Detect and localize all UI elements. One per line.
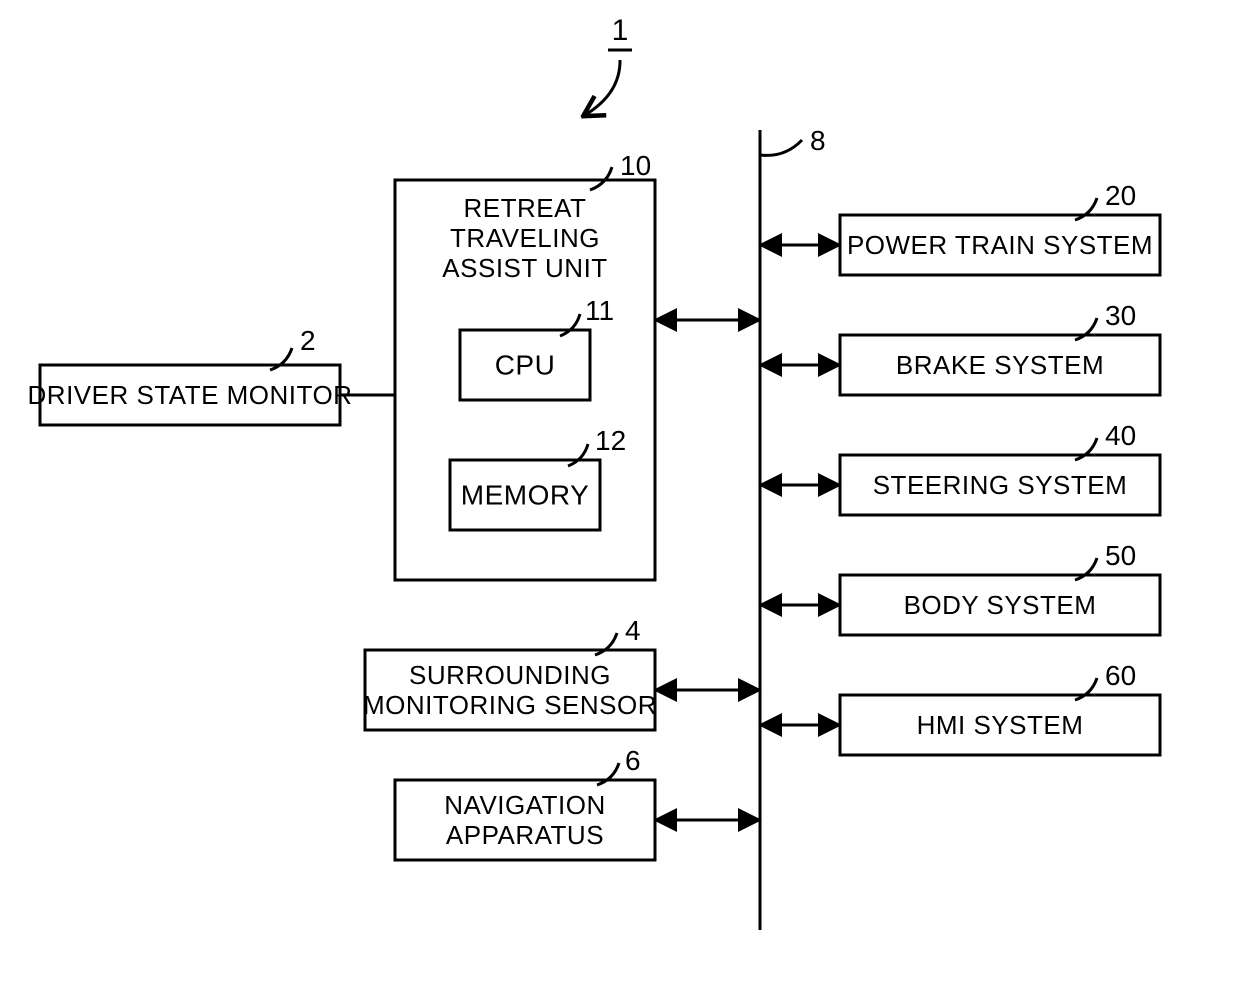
block-60-ref: 60 (1105, 660, 1136, 691)
block-4-ref: 4 (625, 615, 641, 646)
block-60-label: HMI SYSTEM (917, 710, 1084, 740)
retreat-assist-unit-label: TRAVELING (450, 223, 600, 253)
block-6-label: NAVIGATION (444, 790, 606, 820)
memory-label: MEMORY (461, 479, 590, 510)
block-2-ref: 2 (300, 325, 316, 356)
block-30-label: BRAKE SYSTEM (896, 350, 1104, 380)
block-40-ref: 40 (1105, 420, 1136, 451)
retreat-assist-unit-label: RETREAT (464, 193, 587, 223)
block-50-label: BODY SYSTEM (904, 590, 1097, 620)
block-40-label: STEERING SYSTEM (873, 470, 1128, 500)
figure-ref-pointer (585, 60, 620, 115)
block-6-label: APPARATUS (446, 820, 604, 850)
block-30-ref: 30 (1105, 300, 1136, 331)
system-block-diagram: 1 8 RETREATTRAVELINGASSIST UNIT 10 CPU 11 MEMO… (0, 0, 1240, 990)
retreat-assist-unit-label: ASSIST UNIT (442, 253, 607, 283)
figure-ref: 1 (612, 14, 629, 47)
cpu-ref: 11 (585, 295, 614, 326)
block-20-label: POWER TRAIN SYSTEM (847, 230, 1153, 260)
block-20-ref: 20 (1105, 180, 1136, 211)
block-2-label: DRIVER STATE MONITOR (28, 380, 353, 410)
memory-ref: 12 (595, 425, 626, 456)
cpu-label: CPU (495, 349, 556, 380)
block-50-ref: 50 (1105, 540, 1136, 571)
block-6-ref: 6 (625, 745, 641, 776)
block-4-label: SURROUNDING (409, 660, 611, 690)
bus-ref: 8 (810, 125, 826, 156)
ref-leader (760, 140, 802, 155)
retreat-assist-unit-ref: 10 (620, 150, 651, 181)
block-4-label: MONITORING SENSOR (363, 690, 657, 720)
